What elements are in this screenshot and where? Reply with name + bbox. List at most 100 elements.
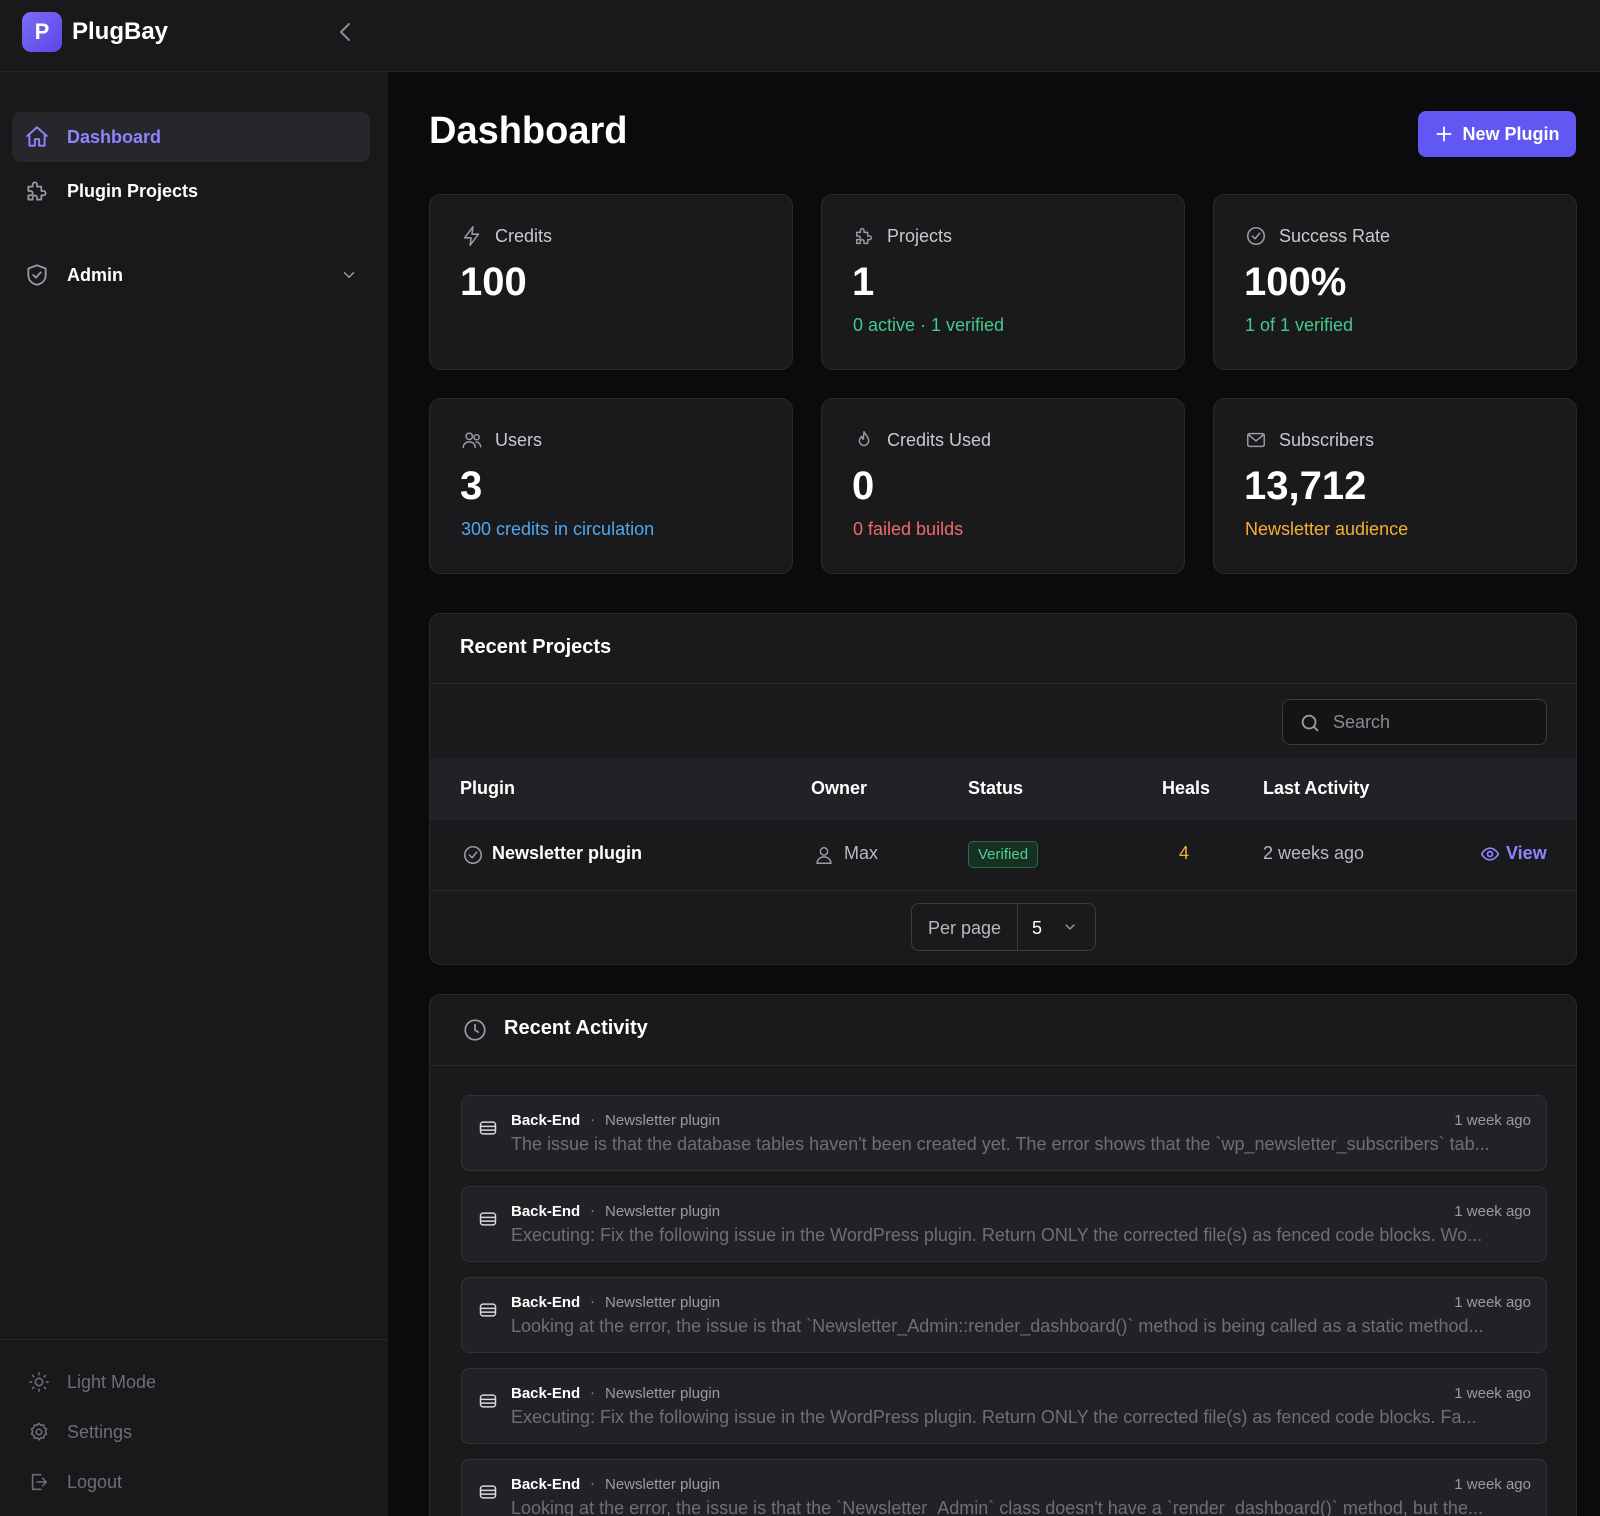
new-plugin-button[interactable]: New Plugin xyxy=(1418,111,1576,157)
brand[interactable]: P PlugBay xyxy=(22,12,168,52)
puzzle-icon xyxy=(855,227,873,245)
per-page-select[interactable]: Per page 5 xyxy=(911,903,1096,951)
activity-item[interactable]: Back-End · Newsletter plugin 1 week ago … xyxy=(461,1095,1547,1171)
status-badge: Verified xyxy=(968,841,1039,868)
table-header: Plugin Owner Status Heals Last Activity xyxy=(430,758,1576,820)
activity-item[interactable]: Back-End · Newsletter plugin 1 week ago … xyxy=(461,1368,1547,1444)
last-activity: 2 weeks ago xyxy=(1263,843,1365,863)
flame-icon xyxy=(858,431,870,447)
check-circle-icon xyxy=(463,845,483,865)
light-mode-toggle[interactable]: Light Mode xyxy=(12,1360,370,1404)
plugin-name[interactable]: Newsletter plugin xyxy=(492,843,643,863)
stat-subtext: 0 active · 1 verified xyxy=(853,315,1005,335)
users-icon xyxy=(462,432,482,449)
stat-label: Users xyxy=(495,429,543,450)
settings-label: Settings xyxy=(67,1421,133,1442)
logout-link[interactable]: Logout xyxy=(12,1460,370,1504)
chevron-left-icon xyxy=(340,23,350,41)
search-input[interactable] xyxy=(1333,700,1533,744)
stat-card-projects: Projects 1 0 active · 1 verified xyxy=(821,194,1185,370)
database-icon xyxy=(479,1212,497,1226)
recent-projects-title: Recent Projects xyxy=(460,636,612,658)
sidebar-item-label: Admin xyxy=(67,264,123,285)
search-icon xyxy=(1301,714,1319,732)
activity-time: 1 week ago xyxy=(1454,1203,1531,1220)
mail-icon xyxy=(1247,432,1265,448)
activity-type: Back-End xyxy=(511,1294,581,1311)
sidebar-item-admin[interactable]: Admin xyxy=(12,250,370,300)
app-name: PlugBay xyxy=(72,18,169,45)
view-label: View xyxy=(1506,843,1547,863)
activity-item[interactable]: Back-End · Newsletter plugin 1 week ago … xyxy=(461,1186,1547,1262)
separator-dot: · xyxy=(590,1384,595,1401)
collapse-sidebar-button[interactable] xyxy=(334,20,358,44)
stat-card-success-rate: Success Rate 100% 1 of 1 verified xyxy=(1213,194,1577,370)
activity-type: Back-End xyxy=(511,1203,581,1220)
home-icon xyxy=(26,126,48,147)
column-header-owner[interactable]: Owner xyxy=(811,778,868,798)
activity-type: Back-End xyxy=(511,1476,581,1493)
per-page-value: 5 xyxy=(1032,918,1043,938)
recent-activity-panel: Recent Activity Back-End · Newsletter pl… xyxy=(429,994,1577,1516)
stat-card-credits: Credits 100 xyxy=(429,194,793,370)
heals-count: 4 xyxy=(1179,843,1190,863)
activity-message: Executing: Fix the following issue in th… xyxy=(511,1225,1483,1245)
clock-icon xyxy=(464,1019,486,1041)
database-icon xyxy=(479,1394,497,1408)
page-title: Dashboard xyxy=(429,110,628,152)
eye-icon xyxy=(1480,846,1500,861)
stat-value: 1 xyxy=(852,260,875,304)
activity-time: 1 week ago xyxy=(1454,1385,1531,1402)
user-icon xyxy=(816,846,832,864)
sidebar-item-label: Plugin Projects xyxy=(67,180,199,201)
stat-value: 3 xyxy=(460,464,483,508)
activity-time: 1 week ago xyxy=(1454,1294,1531,1311)
activity-message: Executing: Fix the following issue in th… xyxy=(511,1407,1477,1427)
stat-label: Credits Used xyxy=(887,429,992,450)
activity-time: 1 week ago xyxy=(1454,1112,1531,1129)
activity-project: Newsletter plugin xyxy=(605,1294,721,1311)
table-row[interactable]: Newsletter plugin Max Verified 4 2 weeks… xyxy=(430,820,1576,890)
database-icon xyxy=(479,1303,497,1317)
light-mode-label: Light Mode xyxy=(67,1371,157,1392)
activity-message: Looking at the error, the issue is that … xyxy=(511,1316,1484,1336)
activity-project: Newsletter plugin xyxy=(605,1203,721,1220)
top-bar: P PlugBay xyxy=(0,0,1600,72)
stat-value: 100 xyxy=(460,260,527,304)
column-header-plugin[interactable]: Plugin xyxy=(460,778,515,798)
activity-message: Looking at the error, the issue is that … xyxy=(511,1498,1483,1516)
activity-project: Newsletter plugin xyxy=(605,1112,721,1129)
sidebar-divider xyxy=(0,1339,388,1340)
activity-item[interactable]: Back-End · Newsletter plugin 1 week ago … xyxy=(461,1459,1547,1516)
owner-name: Max xyxy=(844,843,879,863)
search-field[interactable] xyxy=(1282,699,1547,745)
stat-label: Success Rate xyxy=(1279,225,1391,246)
activity-time: 1 week ago xyxy=(1454,1476,1531,1493)
chevron-down-icon xyxy=(343,272,355,278)
column-header-status[interactable]: Status xyxy=(968,778,1024,798)
activity-item[interactable]: Back-End · Newsletter plugin 1 week ago … xyxy=(461,1277,1547,1353)
column-header-last-activity[interactable]: Last Activity xyxy=(1263,778,1370,798)
view-button[interactable]: View xyxy=(1480,843,1547,864)
settings-link[interactable]: Settings xyxy=(12,1410,370,1454)
new-plugin-label: New Plugin xyxy=(1462,123,1560,144)
stat-label: Subscribers xyxy=(1279,429,1375,450)
shield-icon xyxy=(27,264,47,286)
per-page-label: Per page xyxy=(928,918,1002,938)
sidebar: Dashboard Plugin Projects Admin Light Mo… xyxy=(0,72,388,1516)
stat-subtext: 1 of 1 verified xyxy=(1245,315,1354,335)
database-icon xyxy=(479,1485,497,1499)
activity-project: Newsletter plugin xyxy=(605,1385,721,1402)
activity-project: Newsletter plugin xyxy=(605,1476,721,1493)
stat-card-users: Users 3 300 credits in circulation xyxy=(429,398,793,574)
recent-activity-title: Recent Activity xyxy=(504,1017,648,1039)
puzzle-icon xyxy=(27,181,47,201)
stat-card-credits-used: Credits Used 0 0 failed builds xyxy=(821,398,1185,574)
sidebar-item-dashboard[interactable]: Dashboard xyxy=(12,112,370,162)
sidebar-item-plugin-projects[interactable]: Plugin Projects xyxy=(12,166,370,216)
activity-type: Back-End xyxy=(511,1385,581,1402)
separator-dot: · xyxy=(590,1475,595,1492)
logout-label: Logout xyxy=(67,1471,123,1492)
recent-projects-panel: Recent Projects Plugin Owner Status Heal… xyxy=(429,613,1577,965)
column-header-heals[interactable]: Heals xyxy=(1162,778,1211,798)
